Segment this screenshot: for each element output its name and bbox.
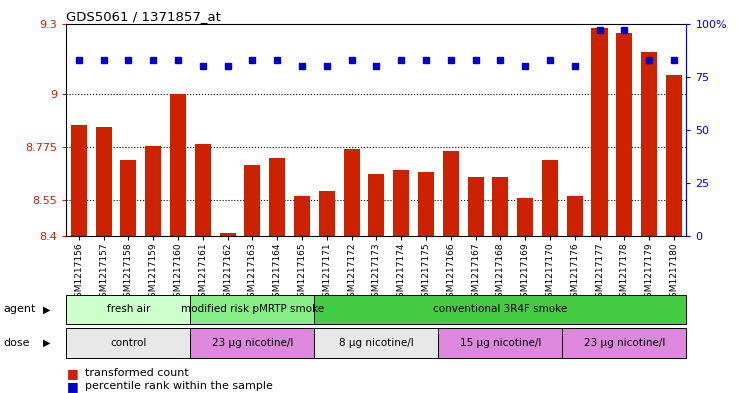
Text: percentile rank within the sample: percentile rank within the sample bbox=[85, 381, 273, 391]
Text: 23 μg nicotine/l: 23 μg nicotine/l bbox=[212, 338, 293, 348]
Text: ■: ■ bbox=[66, 380, 78, 393]
Bar bbox=[343, 149, 359, 236]
Text: conventional 3R4F smoke: conventional 3R4F smoke bbox=[433, 305, 568, 314]
Bar bbox=[418, 172, 434, 236]
Bar bbox=[66, 295, 190, 324]
Bar bbox=[95, 127, 111, 236]
Bar bbox=[170, 94, 186, 236]
Bar bbox=[443, 151, 459, 236]
Bar bbox=[219, 233, 235, 236]
Bar bbox=[314, 328, 438, 358]
Bar bbox=[244, 165, 261, 236]
Bar bbox=[567, 196, 583, 236]
Text: 8 μg nicotine/l: 8 μg nicotine/l bbox=[339, 338, 414, 348]
Bar bbox=[120, 160, 137, 236]
Bar bbox=[438, 328, 562, 358]
Text: control: control bbox=[110, 338, 147, 348]
Text: ■: ■ bbox=[66, 367, 78, 380]
Bar bbox=[314, 295, 686, 324]
Text: transformed count: transformed count bbox=[85, 368, 189, 378]
Bar bbox=[641, 52, 658, 236]
Bar bbox=[195, 144, 211, 236]
Bar bbox=[294, 196, 310, 236]
Text: dose: dose bbox=[4, 338, 30, 348]
Bar bbox=[591, 28, 607, 236]
Bar bbox=[666, 75, 682, 236]
Bar bbox=[269, 158, 286, 236]
Bar bbox=[616, 33, 632, 236]
Text: ▶: ▶ bbox=[43, 338, 50, 348]
Bar bbox=[190, 295, 314, 324]
Bar bbox=[467, 177, 483, 236]
Text: 15 μg nicotine/l: 15 μg nicotine/l bbox=[460, 338, 541, 348]
Bar bbox=[66, 328, 190, 358]
Text: ▶: ▶ bbox=[43, 305, 50, 314]
Bar bbox=[393, 170, 410, 236]
Text: fresh air: fresh air bbox=[107, 305, 150, 314]
Bar bbox=[145, 146, 162, 236]
Text: modified risk pMRTP smoke: modified risk pMRTP smoke bbox=[181, 305, 324, 314]
Bar bbox=[492, 177, 508, 236]
Bar bbox=[562, 328, 686, 358]
Text: agent: agent bbox=[4, 305, 36, 314]
Bar bbox=[190, 328, 314, 358]
Bar bbox=[368, 174, 384, 236]
Text: GDS5061 / 1371857_at: GDS5061 / 1371857_at bbox=[66, 10, 221, 23]
Text: 23 μg nicotine/l: 23 μg nicotine/l bbox=[584, 338, 665, 348]
Bar bbox=[71, 125, 87, 236]
Bar bbox=[542, 160, 558, 236]
Bar bbox=[319, 191, 335, 236]
Bar bbox=[517, 198, 534, 236]
